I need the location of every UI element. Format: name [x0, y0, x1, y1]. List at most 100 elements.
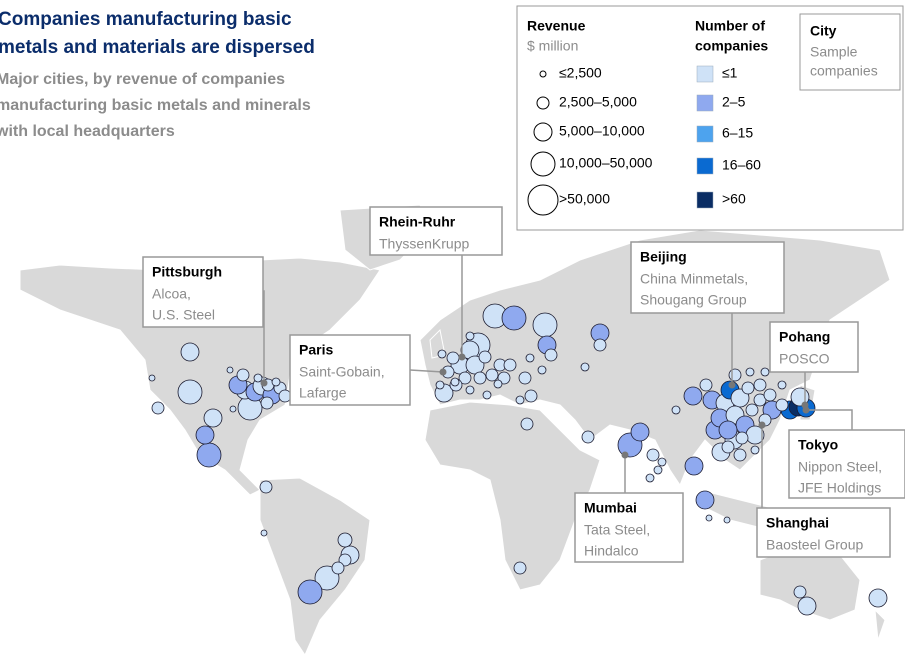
subtitle: with local headquarters [0, 123, 175, 140]
callout-company: Nippon Steel, [798, 459, 882, 475]
callout-city: Mumbai [584, 500, 637, 516]
city-bubble [203, 408, 223, 428]
city-point [260, 379, 268, 387]
legend-note: Sample [810, 44, 858, 60]
city-bubble [793, 585, 807, 599]
city-bubble [226, 366, 234, 374]
legend: Revenue $ million ≤2,500 2,500–5,000 5,000–1… [516, 5, 904, 231]
callouts: Pittsburgh Alcoa, U.S. Steel Paris Saint-Gob… [142, 206, 905, 563]
callout-company: Shougang Group [640, 292, 747, 308]
legend-label: ≤1 [722, 65, 738, 81]
subtitle: Major cities, by revenue of companies [0, 71, 285, 88]
city-bubble [473, 371, 487, 385]
city-bubble [338, 553, 352, 567]
city-bubble [593, 338, 607, 352]
city-point [728, 381, 736, 389]
title: Companies manufacturing basic [0, 9, 292, 30]
city-bubble [683, 386, 703, 406]
callout-city: Beijing [640, 249, 687, 265]
callout-company: JFE Holdings [798, 480, 881, 496]
legend-swatch [696, 94, 714, 112]
legend-circle [539, 70, 547, 78]
city-bubble [580, 362, 590, 372]
city-bubble [544, 348, 558, 362]
world-map [19, 204, 891, 657]
city-bubble [733, 448, 747, 462]
callout-company: Alcoa, [152, 286, 191, 302]
city-bubble [503, 358, 517, 372]
title: metals and materials are dispersed [0, 37, 315, 58]
city-bubble [775, 398, 789, 412]
legend-note: companies [810, 63, 878, 79]
callout-box [630, 241, 785, 314]
legend-swatch [696, 125, 714, 143]
city-bubble [745, 403, 759, 417]
callout-city: Pittsburgh [152, 264, 222, 280]
callout-city: Rhein-Ruhr [379, 214, 456, 230]
city-bubble [699, 378, 713, 392]
legend-unit: $ million [527, 38, 578, 54]
legend-label: 2,500–5,000 [559, 94, 637, 110]
legend-label: 2–5 [722, 94, 746, 110]
legend-swatch [696, 157, 714, 175]
callout-box [289, 334, 411, 406]
city-bubble [450, 377, 460, 387]
city-bubble [763, 388, 777, 402]
city-bubble [777, 380, 787, 390]
city-bubble [493, 379, 503, 389]
city-bubble [723, 516, 731, 524]
city-bubble [229, 405, 237, 413]
legend-label: 6–15 [722, 125, 753, 141]
legend-label: >50,000 [559, 191, 610, 207]
city-point [439, 368, 447, 376]
city-bubble [797, 596, 817, 616]
legend-title: City [810, 23, 837, 39]
city-bubble [705, 514, 713, 522]
callout-company: U.S. Steel [152, 307, 215, 323]
callout-company: Saint-Gobain, [299, 364, 385, 380]
city-bubble [297, 579, 323, 605]
city-bubble [196, 442, 222, 468]
legend-swatch [696, 191, 714, 209]
city-bubble [478, 350, 492, 364]
city-point [621, 451, 629, 459]
callout-company: Hindalco [584, 543, 639, 559]
city-bubble [513, 561, 527, 575]
city-bubble [730, 388, 750, 408]
city-bubble [515, 395, 525, 405]
legend-circle [530, 151, 556, 177]
legend-circle [536, 96, 550, 110]
city-bubble [653, 465, 663, 475]
city-bubble [271, 377, 281, 387]
city-bubble [253, 373, 263, 383]
callout-box [369, 206, 503, 256]
city-bubble [657, 457, 667, 467]
city-bubble [760, 367, 770, 377]
city-bubble [501, 305, 527, 331]
callout-company: China Minmetals, [640, 271, 748, 287]
legend-circle [527, 184, 559, 216]
callout-city: Pohang [779, 329, 830, 345]
leader-line [409, 369, 444, 373]
legend-swatch [696, 65, 714, 83]
city-bubble [465, 355, 485, 375]
callout-company: Tata Steel, [584, 522, 650, 538]
callout-city: Tokyo [798, 437, 838, 453]
callout-company: ThyssenKrupp [379, 236, 469, 252]
city-bubble [260, 396, 274, 410]
city-bubble [695, 490, 715, 510]
city-bubble [177, 379, 203, 405]
callout-box [769, 321, 859, 373]
city-point [758, 421, 766, 429]
city-bubble [753, 393, 767, 407]
callout-company: Lafarge [299, 385, 347, 401]
legend-circle [533, 122, 553, 142]
callout-box [574, 492, 684, 563]
city-bubble [465, 331, 475, 341]
city-bubble [180, 342, 200, 362]
city-bubble [868, 588, 888, 608]
legend-label: 5,000–10,000 [559, 123, 645, 139]
city-bubble [337, 532, 353, 548]
legend-label: 10,000–50,000 [559, 155, 653, 171]
callout-box [142, 256, 264, 328]
